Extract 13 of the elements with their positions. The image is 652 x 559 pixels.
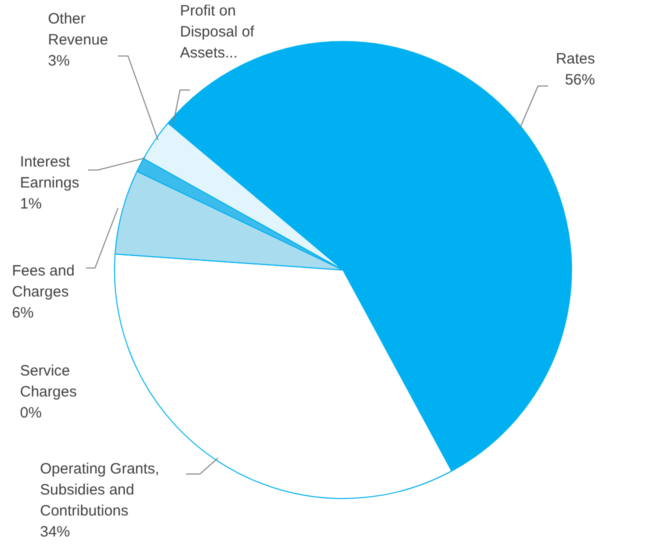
data-label: 56%: [564, 72, 595, 89]
data-label: 6%: [12, 304, 34, 322]
slice-label: Other Revenue: [48, 10, 108, 49]
category-label: Profit on Disposal of Assets...: [180, 2, 254, 62]
data-label: 3%: [48, 52, 70, 70]
slice-label: Rates: [556, 50, 595, 68]
slice-label: Fees and Charges: [12, 262, 75, 301]
data-label: 1%: [20, 196, 42, 213]
text: 0%: [20, 404, 42, 422]
data-label: 34%: [40, 524, 70, 541]
slice-label: Operating Grants, Subsidies and Contributions: [40, 460, 160, 520]
category-label: Service Charges: [20, 362, 77, 401]
slice-label: Interest Earnings: [20, 154, 80, 192]
